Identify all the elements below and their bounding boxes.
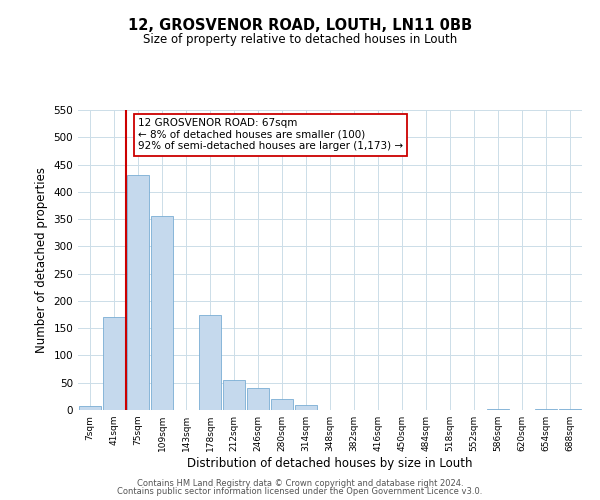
Bar (151, 216, 173, 410)
Bar (559, 409, 581, 410)
Bar (79, 406, 101, 410)
Text: Size of property relative to detached houses in Louth: Size of property relative to detached ho… (143, 32, 457, 46)
Bar (223, 380, 245, 410)
Text: 12 GROSVENOR ROAD: 67sqm
← 8% of detached houses are smaller (100)
92% of semi-d: 12 GROSVENOR ROAD: 67sqm ← 8% of detache… (138, 118, 403, 152)
Bar (295, 404, 317, 410)
X-axis label: Distribution of detached houses by size in Louth: Distribution of detached houses by size … (187, 457, 473, 470)
Bar (199, 314, 221, 410)
Bar (127, 176, 149, 410)
Text: 12, GROSVENOR ROAD, LOUTH, LN11 0BB: 12, GROSVENOR ROAD, LOUTH, LN11 0BB (128, 18, 472, 32)
Text: Contains HM Land Registry data © Crown copyright and database right 2024.: Contains HM Land Registry data © Crown c… (137, 478, 463, 488)
Bar (271, 399, 293, 410)
Y-axis label: Number of detached properties: Number of detached properties (35, 167, 48, 353)
Text: Contains public sector information licensed under the Open Government Licence v3: Contains public sector information licen… (118, 487, 482, 496)
Bar (247, 388, 269, 410)
Bar (103, 318, 125, 410)
